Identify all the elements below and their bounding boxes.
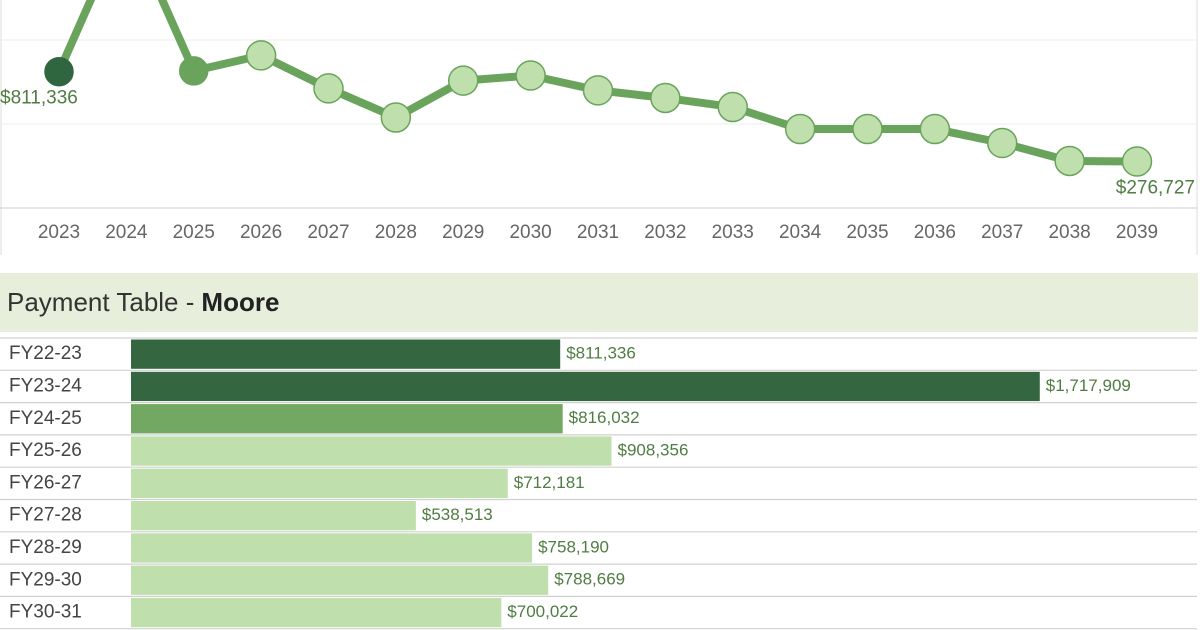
point [717,91,748,123]
bar [131,339,561,369]
x-tick-label: 2025 [173,222,215,243]
table-subject: Moore [201,287,279,317]
x-tick-label: 2039 [1116,222,1158,243]
value-label: $700,022 [507,602,578,621]
point [380,102,412,133]
point [987,127,1018,159]
row-label: FY24-25 [9,408,82,429]
row-label: FY22-23 [9,343,82,364]
point [448,65,479,96]
bar [131,404,563,434]
x-tick-label: 2028 [375,222,417,243]
row-label: FY26-27 [9,472,82,493]
point [852,113,883,145]
point [919,113,951,145]
value-label: $816,032 [569,408,640,427]
x-tick-label: 2026 [240,222,282,243]
bar [131,533,533,563]
row-label: FY25-26 [9,440,82,461]
table-title: Payment Table - Moore [7,287,279,317]
bar [131,436,612,466]
x-tick-label: 2029 [442,222,484,243]
x-tick-label: 2030 [509,222,551,243]
point [582,75,614,106]
bar [131,371,1040,402]
value-label: $538,513 [422,505,493,524]
x-tick-label: 2031 [577,222,619,243]
point [515,60,546,91]
point [44,56,74,87]
value-label: $758,190 [538,537,609,556]
x-tick-label: 2027 [307,222,349,243]
x-tick-label: 2023 [38,222,80,243]
bar [131,597,502,628]
x-tick-label: 2033 [712,222,754,243]
x-tick-label: 2024 [105,222,148,243]
bar [131,565,549,595]
bar [131,468,508,498]
point [784,113,816,145]
point [1121,146,1153,177]
value-label: $811,336 [566,344,636,363]
x-tick-label: 2037 [981,222,1023,243]
row-label: FY28-29 [9,537,82,558]
value-label: $788,669 [554,570,625,589]
bar [131,501,416,531]
value-label: $712,181 [514,473,585,492]
point [179,56,209,86]
data-label: $276,727 [1116,178,1195,199]
data-label: $811,336 [0,88,78,109]
value-label: $1,717,909 [1046,376,1131,395]
x-tick-label: 2038 [1048,222,1090,243]
table-title-text: Payment Table - [7,287,194,317]
point [1054,145,1085,177]
table-header [0,273,1198,332]
row-label: FY23-24 [9,375,82,396]
x-tick-label: 2034 [779,222,822,243]
value-label: $908,356 [618,441,689,460]
row-label: FY27-28 [9,505,82,526]
x-tick-label: 2036 [914,222,956,243]
point [245,40,277,71]
row-label: FY29-30 [9,569,82,590]
x-tick-label: 2035 [846,222,888,243]
row-label: FY30-31 [9,602,82,623]
x-tick-label: 2032 [644,222,686,243]
point [313,73,344,104]
point [650,82,681,114]
